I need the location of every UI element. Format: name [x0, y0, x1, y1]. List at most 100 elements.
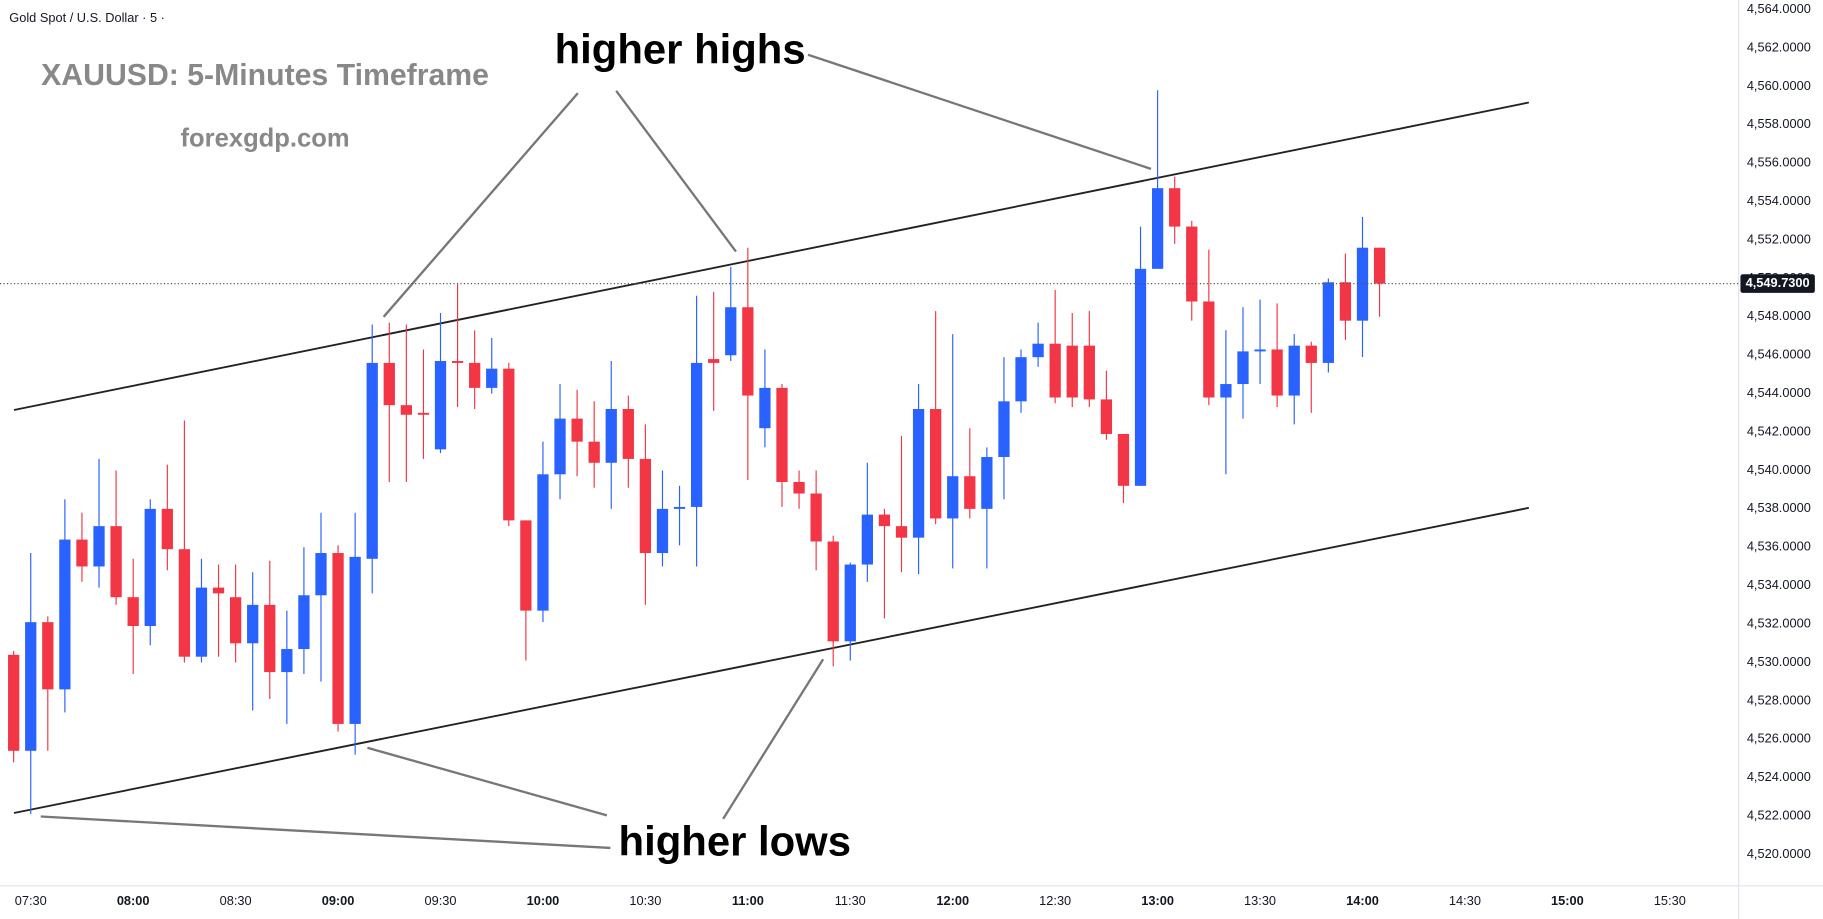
x-tick-label: 13:00	[1141, 893, 1174, 908]
candle-body	[195, 587, 208, 657]
candle-body	[520, 520, 532, 611]
y-tick-label: 4,534.0000	[1747, 577, 1811, 592]
candle-body	[127, 597, 139, 626]
candle-body	[383, 362, 395, 406]
candle-body	[964, 476, 976, 509]
candle-body	[1356, 247, 1369, 321]
y-tick-label: 4,526.0000	[1747, 731, 1811, 746]
candle-body	[25, 622, 37, 751]
candle-body	[742, 307, 754, 396]
x-tick-label: 14:00	[1346, 893, 1379, 908]
candle-body	[639, 458, 652, 554]
x-tick-label: 11:00	[732, 893, 764, 908]
candle-body	[793, 481, 805, 494]
candle-body	[656, 508, 669, 554]
candle-body	[161, 508, 173, 550]
candle-body	[1100, 399, 1113, 434]
candle-body	[349, 556, 361, 724]
candle-body	[1032, 343, 1044, 358]
x-tick-label: 09:30	[425, 893, 457, 908]
candle-body	[827, 541, 839, 642]
candle-body	[708, 359, 720, 363]
lower-trendline	[13, 506, 1530, 814]
y-tick-label: 4,538.0000	[1747, 500, 1811, 515]
candle-body	[1203, 301, 1215, 398]
candle-body	[400, 405, 412, 415]
y-tick-label: 4,530.0000	[1747, 654, 1811, 669]
arrow	[40, 815, 611, 850]
candle-body	[810, 493, 822, 542]
candle-body	[281, 649, 293, 673]
candle-body	[1254, 349, 1266, 352]
candle-body	[1049, 343, 1061, 398]
candle-body	[298, 595, 310, 650]
candle-body	[486, 368, 498, 388]
y-tick-label: 4,542.0000	[1747, 423, 1811, 438]
y-tick-label: 4,520.0000	[1747, 846, 1811, 861]
y-tick-label: 4,564.0000	[1747, 1, 1811, 16]
last-price-tag	[1740, 274, 1815, 293]
candle-body	[1271, 349, 1283, 396]
candle-body	[1220, 384, 1232, 398]
arrow	[615, 90, 737, 253]
candle-body	[1083, 345, 1095, 400]
annotation-arrows	[40, 53, 1152, 850]
candle-body	[554, 418, 566, 475]
arrow	[807, 53, 1152, 170]
candle-body	[229, 597, 242, 644]
candle-body	[264, 604, 276, 673]
candle-body	[434, 361, 447, 450]
y-tick-label: 4,548.0000	[1747, 308, 1811, 323]
candle-body	[1322, 282, 1334, 363]
chart-title: Gold Spot / U.S. Dollar · 5 ·	[9, 10, 165, 25]
last-price-label: 4,549.7300	[1746, 275, 1810, 290]
candle-body	[178, 549, 191, 657]
candle-body	[1151, 188, 1164, 269]
candle-body	[1373, 247, 1386, 284]
candle-body	[981, 457, 993, 509]
candle-body	[144, 508, 156, 626]
annotation: higher lows	[619, 817, 851, 864]
x-tick-label: 13:30	[1244, 893, 1276, 908]
x-tick-label: 10:30	[629, 893, 661, 908]
arrow	[382, 92, 579, 318]
x-tick-label: 11:30	[835, 893, 866, 908]
y-tick-label: 4,560.0000	[1747, 78, 1811, 93]
y-tick-label: 4,562.0000	[1747, 39, 1811, 54]
y-tick-label: 4,546.0000	[1747, 347, 1811, 362]
candle-body	[93, 526, 105, 567]
candle-body	[332, 553, 344, 724]
candle-body	[895, 526, 908, 538]
candle-body	[537, 474, 549, 611]
x-tick-label: 07:30	[15, 893, 47, 908]
y-tick-label: 4,532.0000	[1747, 615, 1811, 630]
candle-body	[947, 476, 959, 519]
candle-body	[1186, 226, 1198, 302]
x-tick-label: 12:00	[936, 893, 969, 908]
candle-body	[1015, 357, 1027, 402]
candle-body	[571, 418, 583, 442]
candle-body	[1305, 345, 1317, 363]
candle-body	[1288, 345, 1300, 396]
candle-body	[776, 387, 788, 482]
x-tick-label: 08:30	[220, 893, 252, 908]
annotation: higher highs	[555, 25, 806, 72]
trend-channel	[13, 101, 1530, 814]
candle-body	[998, 401, 1010, 458]
candle-body	[1134, 268, 1147, 486]
candle-body	[417, 412, 430, 415]
y-tick-label: 4,524.0000	[1747, 769, 1811, 784]
x-tick-label: 09:00	[322, 893, 355, 908]
candle-body	[690, 362, 703, 507]
candle-body	[59, 539, 71, 690]
candle-body	[1237, 351, 1249, 385]
y-tick-label: 4,558.0000	[1747, 116, 1811, 131]
candle-body	[1339, 282, 1352, 321]
candle-body	[247, 604, 259, 644]
annotation: forexgdp.com	[181, 125, 350, 153]
y-tick-label: 4,552.0000	[1747, 231, 1811, 246]
candle-body	[8, 654, 20, 751]
candle-body	[42, 622, 54, 690]
